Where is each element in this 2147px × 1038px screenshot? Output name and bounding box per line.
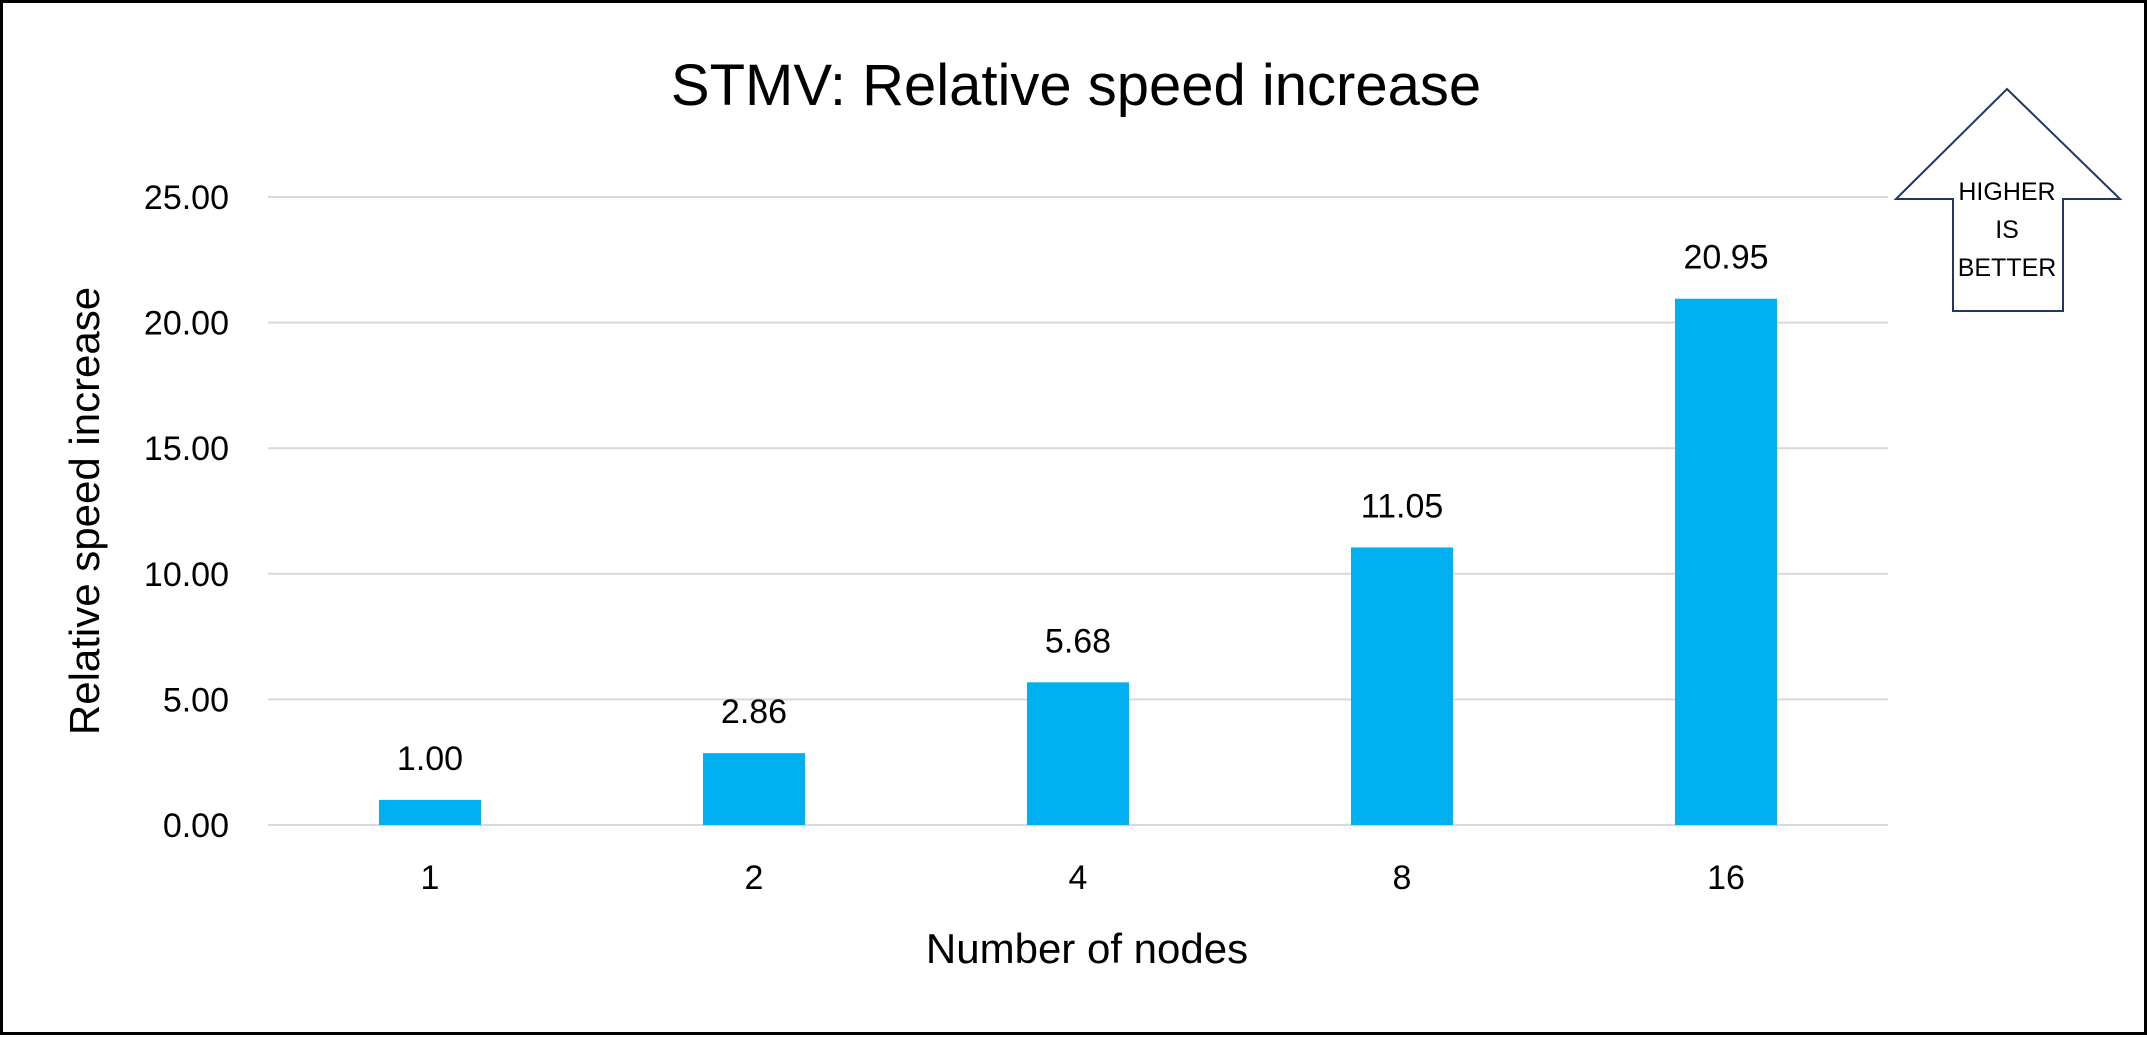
bar-16 [1675, 298, 1777, 826]
bar-4 [1027, 682, 1129, 825]
x-tick-label: 16 [1707, 859, 1745, 897]
bar-chart: STMV: Relative speed increase 0.005.0010… [61, 53, 2123, 972]
x-axis-ticks: 1 2 4 8 16 [421, 859, 1745, 897]
y-tick-label: 15.00 [144, 430, 229, 468]
y-tick-label: 5.00 [163, 681, 229, 719]
data-label: 11.05 [1361, 487, 1444, 525]
bars [379, 298, 1777, 826]
chart-title: STMV: Relative speed increase [671, 53, 1481, 118]
gridlines [268, 196, 1888, 826]
y-axis-ticks: 0.00 5.00 10.00 15.00 20.00 25.00 [144, 179, 229, 845]
x-tick-label: 1 [421, 859, 440, 897]
data-label: 5.68 [1045, 622, 1111, 660]
x-tick-label: 8 [1393, 859, 1412, 897]
bar-8 [1351, 547, 1453, 825]
data-label: 2.86 [721, 693, 787, 731]
arrow-text-line-2: IS [1995, 216, 2019, 244]
bar-2 [703, 753, 805, 825]
data-label: 20.95 [1683, 239, 1768, 277]
data-label: 1.00 [397, 740, 463, 778]
y-tick-label: 20.00 [144, 305, 229, 343]
x-tick-label: 4 [1069, 859, 1088, 897]
higher-is-better-arrow: HIGHER IS BETTER [1893, 87, 2123, 312]
data-labels: 1.00 2.86 5.68 11.05 20.95 [397, 239, 1769, 778]
arrow-text-line-3: BETTER [1958, 254, 2057, 282]
y-tick-label: 25.00 [144, 179, 229, 217]
y-tick-label: 10.00 [144, 556, 229, 594]
y-tick-label: 0.00 [163, 807, 229, 845]
up-arrow-icon [1893, 87, 2123, 312]
arrow-text-line-1: HIGHER [1958, 178, 2055, 206]
bar-1 [379, 799, 481, 825]
x-axis-label: Number of nodes [926, 925, 1248, 972]
y-axis-label: Relative speed increase [61, 287, 108, 735]
x-tick-label: 2 [745, 859, 764, 897]
